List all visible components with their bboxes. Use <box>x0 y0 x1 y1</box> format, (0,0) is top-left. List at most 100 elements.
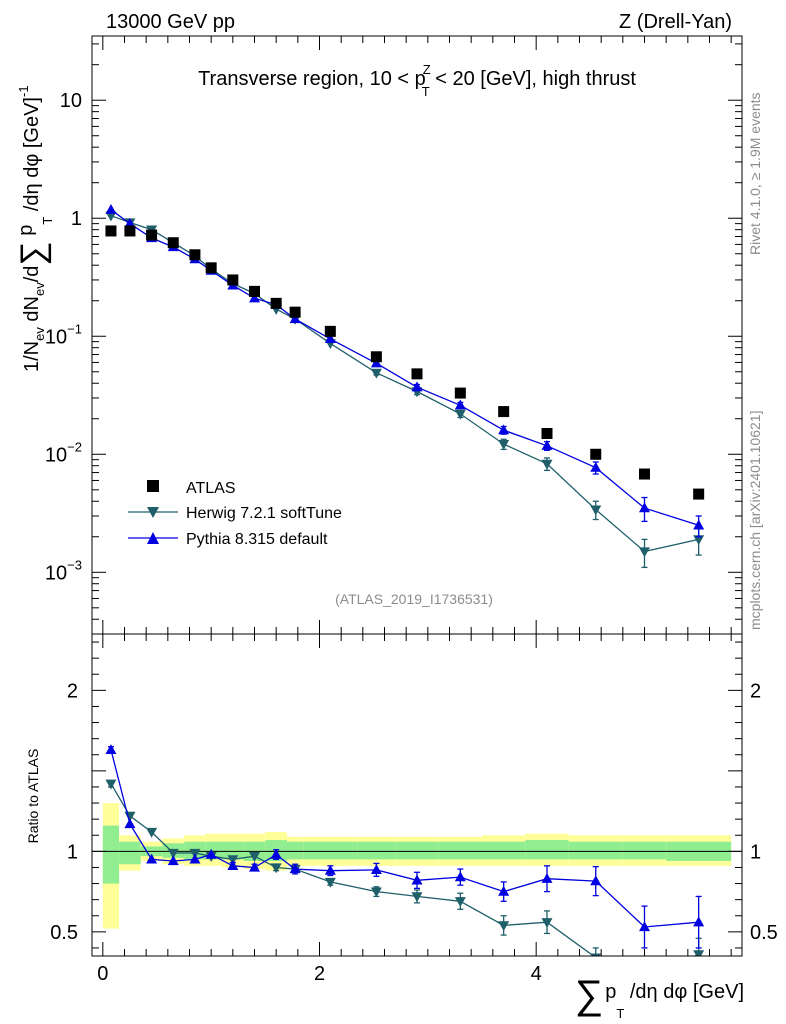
main-y-tick-label: 10−3 <box>45 557 82 584</box>
main-y-tick-label: 10 <box>60 90 82 112</box>
process-label: Z (Drell-Yan) <box>619 11 732 33</box>
ratio-band-inner <box>222 841 244 860</box>
herwig-ratio-marker <box>454 897 466 908</box>
x-tick-label: 4 <box>531 963 542 985</box>
legend-pythia-label: Pythia 8.315 default <box>186 531 328 548</box>
atlas-marker <box>639 468 650 480</box>
herwig-marker <box>590 505 602 516</box>
ratio-band-inner <box>119 841 141 865</box>
herwig-marker <box>498 439 510 450</box>
pythia-ratio-marker <box>105 744 117 755</box>
herwig-marker <box>639 547 650 558</box>
atlas-marker <box>541 427 553 439</box>
atlas-marker <box>324 325 336 337</box>
legend-herwig-label: Herwig 7.2.1 softTune <box>186 505 342 522</box>
herwig-ratio-marker <box>370 887 382 898</box>
main-y-tick-label: 10−1 <box>45 321 82 348</box>
atlas-marker <box>146 229 158 241</box>
pythia-marker <box>249 292 260 303</box>
atlas-marker <box>270 297 282 309</box>
ratio-band-inner <box>438 841 482 860</box>
herwig-marker <box>370 368 382 379</box>
ratio-band-inner <box>357 841 396 860</box>
pythia-ratio-marker <box>289 863 301 874</box>
pythia-marker <box>590 461 602 472</box>
pythia-ratio-marker <box>189 853 201 864</box>
legend-atlas-label: ATLAS <box>186 480 236 497</box>
pythia-marker <box>324 333 336 344</box>
ratio-band-inner <box>525 840 569 860</box>
atlas-marker <box>227 274 239 286</box>
x-tick-label: 2 <box>314 963 325 985</box>
ratio-y-tick-label-right: 0.5 <box>750 922 778 944</box>
ratio-band-inner <box>395 841 439 860</box>
ratio-band-inner <box>622 841 667 860</box>
herwig-ratio-marker <box>498 921 510 932</box>
ratio-band-inner <box>482 841 526 860</box>
herwig-marker <box>105 211 117 222</box>
beam-label: 13000 GeV pp <box>106 11 235 33</box>
ratio-series-group <box>105 744 705 956</box>
pythia-ratio-marker <box>498 885 510 896</box>
ratio-band-inner <box>102 825 120 884</box>
herwig-ratio-marker <box>324 877 336 888</box>
mcplots-site-label: mcplots.cern.ch [arXiv:2401.10621] <box>747 411 763 630</box>
atlas-marker <box>105 225 117 237</box>
pythia-marker <box>370 357 382 368</box>
pythia-ratio-marker <box>541 872 553 883</box>
herwig-ratio-line <box>110 783 699 956</box>
atlas-marker <box>205 262 217 274</box>
pythia-marker <box>541 440 553 450</box>
pythia-ratio-marker <box>324 864 336 875</box>
legend-pythia-marker <box>147 532 159 544</box>
atlas-marker <box>289 306 301 318</box>
pythia-ratio-marker <box>454 871 466 882</box>
pythia-ratio-marker <box>146 853 158 864</box>
legend-atlas-marker <box>147 480 159 492</box>
ratio-y-tick-label-right: 2 <box>750 680 761 702</box>
ratio-y-tick-label-right: 1 <box>750 841 761 863</box>
ratio-tick-labels: 0.5 0.5 1 1 2 2 0 2 4 <box>50 680 778 985</box>
pythia-ratio-marker <box>205 848 217 859</box>
herwig-line <box>110 215 699 553</box>
pythia-ratio-marker <box>411 874 423 885</box>
main-data-layer <box>105 203 705 569</box>
atlas-marker <box>189 249 201 261</box>
atlas-marker <box>411 368 423 380</box>
ratio-y-tick-label-left: 2 <box>67 680 78 702</box>
pythia-marker <box>454 399 466 410</box>
pythia-ratio-marker <box>227 860 239 870</box>
atlas-marker <box>249 285 260 297</box>
pythia-ratio-marker <box>167 855 179 866</box>
main-y-tick-labels: 10−3 10−2 10−1 1 10 <box>45 90 82 584</box>
herwig-ratio-marker <box>249 852 260 862</box>
plot-title: Transverse region, 10 < pZ T < 20 [GeV], … <box>198 62 636 99</box>
ratio-axis-ticks <box>92 634 742 956</box>
main-panel: 10−3 10−2 10−1 1 10 Transverse region, 10 < … <box>14 35 743 635</box>
x-tick-label: 0 <box>97 963 108 985</box>
pythia-marker <box>498 424 510 435</box>
main-axis-ticks <box>92 36 742 635</box>
herwig-ratio-marker <box>167 848 179 859</box>
pythia-ratio-marker <box>270 848 282 859</box>
herwig-marker <box>454 409 466 420</box>
pythia-marker <box>693 519 705 530</box>
pythia-ratio-marker <box>590 875 602 886</box>
legend: ATLAS Herwig 7.2.1 softTune Pythia 8.315… <box>128 480 342 548</box>
pythia-ratio-marker <box>693 916 705 927</box>
herwig-ratio-marker <box>693 950 705 956</box>
atlas-marker <box>167 237 179 249</box>
pythia-ratio-marker <box>124 818 136 829</box>
herwig-ratio-marker <box>146 827 158 838</box>
atlas-marker <box>370 351 382 363</box>
rivet-version-label: Rivet 4.1.0, ≥ 1.9M events <box>747 92 763 255</box>
pythia-ratio-marker <box>249 861 260 872</box>
pythia-marker <box>639 502 650 513</box>
atlas-marker <box>124 225 136 237</box>
legend-herwig-marker <box>147 507 159 518</box>
atlas-marker <box>693 488 705 500</box>
ratio-band-inner <box>568 841 623 860</box>
pythia-ratio-marker <box>639 921 650 932</box>
herwig-marker <box>541 459 553 470</box>
